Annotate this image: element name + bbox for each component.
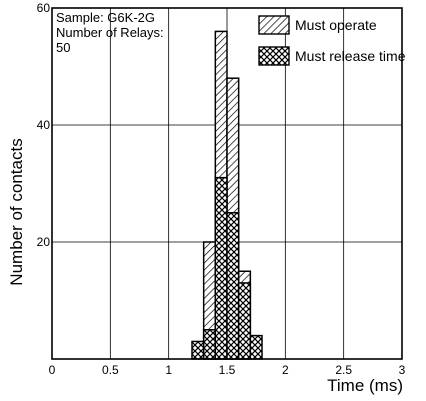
bar-must-release-time (191, 340, 205, 360)
plot-frame (51, 7, 403, 360)
legend-swatch-must-release (258, 46, 290, 66)
x-tick-label: 0.5 (102, 363, 119, 377)
x-axis-label: Time (ms) (327, 376, 403, 395)
y-tick-label: 60 (37, 1, 51, 15)
x-tick-label: 3 (399, 363, 406, 377)
relays-count-annotation: 50 (56, 40, 70, 55)
legend: Must operate Must release time (258, 15, 406, 66)
y-axis-label: Number of contacts (7, 138, 26, 285)
bar-must-release-time (214, 176, 228, 360)
y-tick-label: 20 (37, 235, 51, 249)
relays-annotation: Number of Relays: (56, 25, 164, 40)
bar-must-release-time (202, 329, 217, 360)
legend-label-must-operate: Must operate (295, 17, 377, 33)
legend-swatch-must-operate (258, 15, 290, 35)
legend-label-must-release: Must release time (295, 48, 406, 64)
bar-must-release-time (226, 212, 240, 360)
y-axis-ticks: 20 40 60 (37, 1, 51, 249)
x-tick-label: 0 (49, 363, 56, 377)
x-tick-label: 1 (165, 363, 172, 377)
x-tick-label: 1.5 (219, 363, 236, 377)
sample-annotation: Sample: G6K-2G (56, 10, 155, 25)
y-tick-label: 40 (37, 118, 51, 132)
x-tick-label: 2 (282, 363, 289, 377)
bar-must-release-time (237, 282, 252, 360)
x-axis-ticks: 0 0.5 1 1.5 2 2.5 3 (49, 363, 406, 377)
bar-must-release-time (249, 334, 263, 360)
x-tick-label: 2.5 (335, 363, 352, 377)
